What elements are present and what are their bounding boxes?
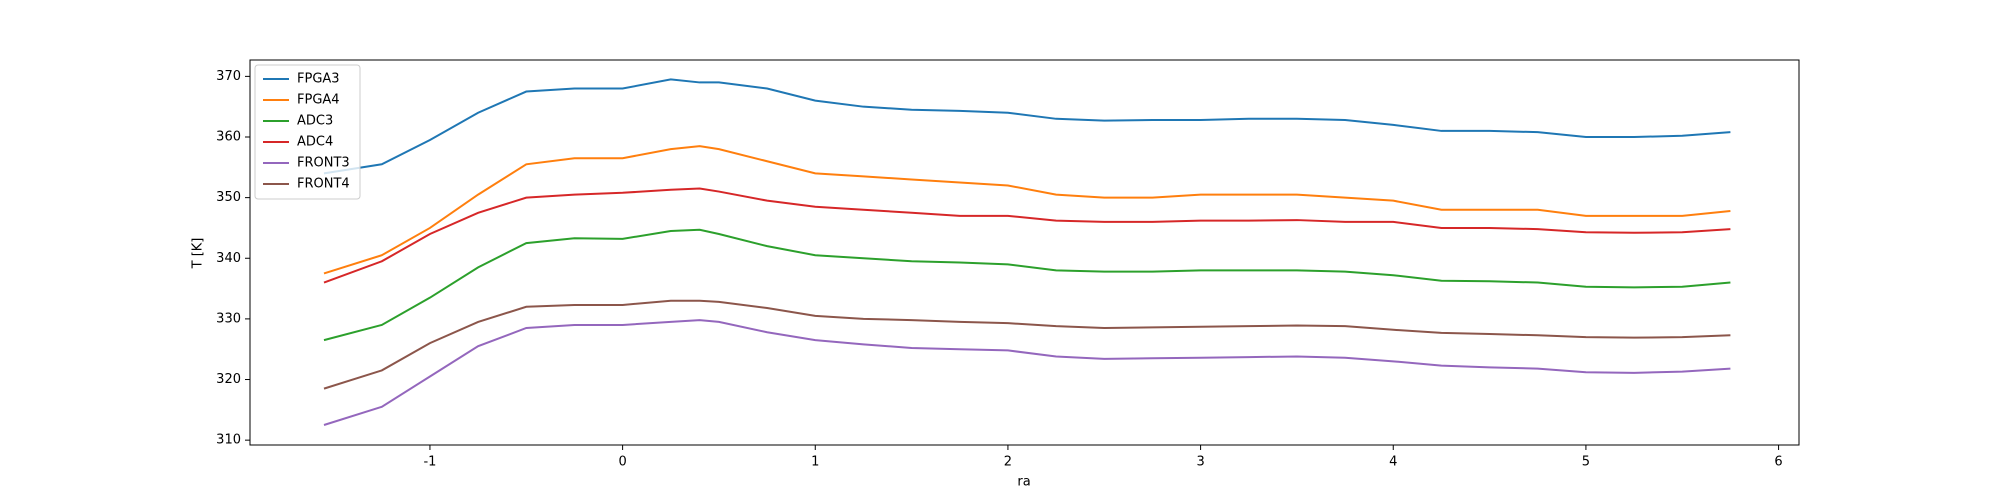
x-tick-label: 4 <box>1389 455 1397 470</box>
x-tick-label: -1 <box>423 455 436 470</box>
legend-label: FPGA3 <box>297 72 340 87</box>
data-line <box>323 228 1731 342</box>
y-tick-label: 370 <box>216 69 241 84</box>
y-tick-label: 310 <box>216 433 241 448</box>
x-tick-label: 0 <box>618 455 626 470</box>
plot-frame <box>249 59 1800 446</box>
y-tick-label: 330 <box>216 311 241 326</box>
y-tick-label: 350 <box>216 190 241 205</box>
data-line <box>323 299 1731 390</box>
x-axis-label: ra <box>1017 475 1030 490</box>
data-line <box>323 319 1731 426</box>
legend-label: ADC3 <box>297 114 333 129</box>
data-line <box>323 78 1731 175</box>
y-tick-label: 320 <box>216 372 241 387</box>
x-tick-label: 1 <box>811 455 819 470</box>
x-tick-label: 6 <box>1774 455 1782 470</box>
y-tick-label: 340 <box>216 251 241 266</box>
legend-label: FRONT3 <box>297 156 350 171</box>
data-line <box>323 145 1731 275</box>
data-line <box>323 187 1731 284</box>
x-tick-label: 3 <box>1196 455 1204 470</box>
legend-label: ADC4 <box>297 135 333 150</box>
legend-label: FPGA4 <box>297 93 340 108</box>
x-tick-label: 5 <box>1582 455 1590 470</box>
y-tick-label: 360 <box>216 130 241 145</box>
legend-label: FRONT4 <box>297 177 350 192</box>
y-axis-label: T [K] <box>191 238 206 270</box>
x-tick-label: 2 <box>1004 455 1012 470</box>
legend-box <box>254 64 361 200</box>
